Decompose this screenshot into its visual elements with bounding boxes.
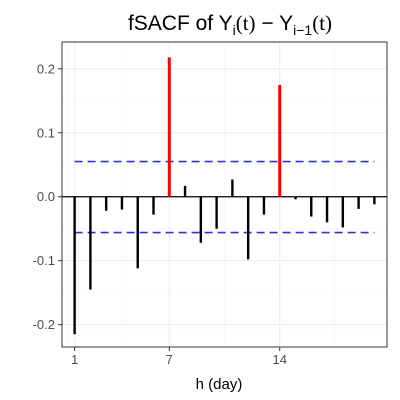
y-tick-label: -0.1 xyxy=(33,253,55,268)
y-tick-label: 0.2 xyxy=(37,61,55,76)
x-tick-label: 1 xyxy=(71,352,78,367)
bars xyxy=(73,57,376,335)
x-tick-label: 7 xyxy=(166,352,173,367)
chart-title-sub-i-minus-1: i−1 xyxy=(293,22,312,38)
chart-title-paren-1: (t) xyxy=(236,11,256,35)
y-tick-label: 0.0 xyxy=(37,189,55,204)
x-axis: 1 7 14 xyxy=(71,347,287,367)
x-tick-label: 14 xyxy=(272,352,286,367)
y-axis: -0.2 -0.1 0.0 0.1 0.2 xyxy=(33,61,62,332)
y-tick-label: -0.2 xyxy=(33,317,55,332)
panel-border xyxy=(61,41,388,348)
chart-title-paren-2: (t) xyxy=(312,11,332,35)
chart-title-base: fSACF of Y xyxy=(128,12,233,35)
y-tick-label: 0.1 xyxy=(37,125,55,140)
confidence-band xyxy=(74,160,375,234)
chart-title-sub-i: i xyxy=(233,22,236,38)
grid xyxy=(62,42,387,347)
chart-title: fSACF of Yi(t) − Yi−1(t) xyxy=(128,11,332,38)
x-axis-label: h (day) xyxy=(196,376,243,393)
chart-title-minus: − Y xyxy=(256,12,294,35)
